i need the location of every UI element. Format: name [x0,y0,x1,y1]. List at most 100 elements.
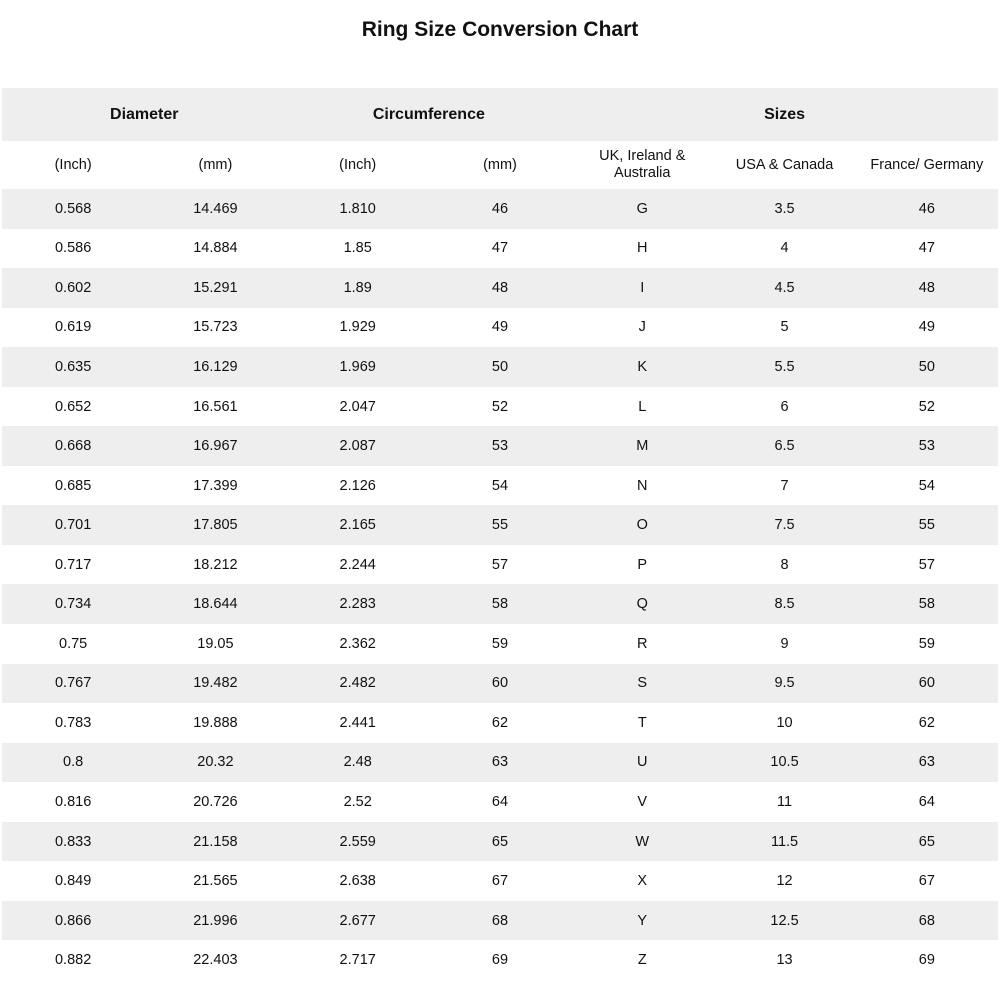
table-cell: 21.158 [193,833,238,850]
table-cell: 47 [491,240,509,257]
table-cell: 0.717 [54,556,92,573]
table-cell: 10 [776,714,793,731]
table-cell: 55 [491,517,509,534]
table-row: 0.767 19.482 2.482 60 S 9.5 60 [2,663,998,704]
table-cell: V [637,793,648,810]
table-cell: 22.403 [193,952,238,969]
table-cell: 2.717 [339,952,376,969]
table-cell: 1.85 [343,240,372,257]
table-cell: 18.644 [193,596,238,613]
col-circumference-mm: (mm) [483,156,517,173]
table-cell: G [636,200,648,217]
table-cell: X [637,873,648,890]
table-cell: 0.568 [54,200,92,217]
table-cell: 0.619 [54,319,92,336]
table-cell: 17.399 [193,477,238,494]
table-cell: 0.816 [54,793,92,810]
table-cell: 2.087 [339,438,376,455]
table-cell: 2.52 [343,793,372,810]
table-cell: 1.969 [339,358,376,375]
table-cell: 59 [918,635,935,652]
table-cell: 64 [491,793,509,810]
table-cell: 50 [491,358,509,375]
table-cell: 20.726 [193,793,238,810]
table-cell: 0.602 [54,279,92,296]
table-row: 0.8 20.32 2.48 63 U 10.5 63 [2,742,998,783]
table-cell: H [637,240,648,257]
table-row: 0.866 21.996 2.677 68 Y 12.5 68 [2,900,998,941]
table-cell: 68 [491,912,509,929]
table-cell: 0.783 [54,714,92,731]
table-cell: 15.291 [193,279,238,296]
table-row: 0.882 22.403 2.717 69 Z 13 69 [2,940,998,980]
table-cell: 55 [918,517,935,534]
table-cell: 46 [918,200,935,217]
group-circumference: Circumference [286,88,572,141]
table-cell: 62 [918,714,935,731]
table-cell: 16.129 [193,358,238,375]
table-cell: 21.996 [193,912,238,929]
table-cell: 2.165 [339,517,376,534]
table-cell: Y [637,912,648,929]
table-cell: 63 [491,754,509,771]
table-cell: 8.5 [774,596,795,613]
table-cell: 0.833 [54,833,92,850]
table-row: 0.586 14.884 1.85 47 H 4 47 [2,229,998,269]
table-cell: 0.75 [59,635,88,652]
table-cell: 19.482 [193,675,238,692]
col-usa: USA & Canada [735,156,834,173]
table-cell: 6.5 [774,438,795,455]
table-cell: 64 [918,793,935,810]
col-diameter-mm: (mm) [198,156,233,173]
table-cell: 65 [918,833,935,850]
table-cell: 2.482 [339,675,376,692]
table-cell: 50 [918,358,935,375]
table-cell: 60 [491,675,509,692]
table-cell: W [635,833,650,850]
table-cell: 59 [491,635,509,652]
table-cell: 4.5 [774,279,795,296]
ring-size-table: Diameter Circumference Sizes (Inch) (mm)… [2,88,998,980]
table-cell: 2.48 [343,754,372,771]
col-diameter-inch: (Inch) [54,156,92,173]
table-cell: 16.561 [193,398,238,415]
table-cell: R [637,635,648,652]
table-cell: 0.586 [54,240,92,257]
table-cell: 48 [918,279,935,296]
table-cell: 0.767 [54,675,92,692]
table-cell: 47 [918,240,935,257]
table-cell: 15.723 [193,319,238,336]
table-cell: S [637,675,648,692]
table-cell: 0.734 [54,596,92,613]
table-cell: 48 [491,279,509,296]
table-cell: 49 [491,319,509,336]
table-cell: 57 [918,556,935,573]
table-cell: 2.047 [339,398,376,415]
table-cell: 65 [491,833,509,850]
table-cell: 2.441 [339,714,376,731]
table-row: 0.668 16.967 2.087 53 M 6.5 53 [2,426,998,466]
table-cell: 2.677 [339,912,376,929]
group-sizes: Sizes [571,88,998,141]
table-row: 0.717 18.212 2.244 57 P 8 57 [2,545,998,585]
table-cell: 0.849 [54,873,92,890]
table-cell: 49 [918,319,935,336]
table-cell: 20.32 [197,754,234,771]
page-title: Ring Size Conversion Chart [361,18,639,41]
table-row: 0.685 17.399 2.126 54 N 7 54 [2,466,998,506]
table-row: 0.849 21.565 2.638 67 X 12 67 [2,861,998,901]
group-diameter: Diameter [2,88,287,141]
table-cell: M [636,438,649,455]
table-cell: 52 [918,398,935,415]
table-cell: 67 [918,873,935,890]
table-row: 0.734 18.644 2.283 58 Q 8.5 58 [2,584,998,625]
table-cell: J [638,319,646,336]
col-circumference-inch: (Inch) [339,156,377,173]
table-cell: 7.5 [774,517,795,534]
table-cell: 0.8 [63,754,84,771]
table-row: 0.833 21.158 2.559 65 W 11.5 65 [2,821,998,862]
table-cell: O [636,517,648,534]
table-cell: 54 [491,477,509,494]
table-cell: 53 [918,438,935,455]
table-row: 0.75 19.05 2.362 59 R 9 59 [2,624,998,664]
